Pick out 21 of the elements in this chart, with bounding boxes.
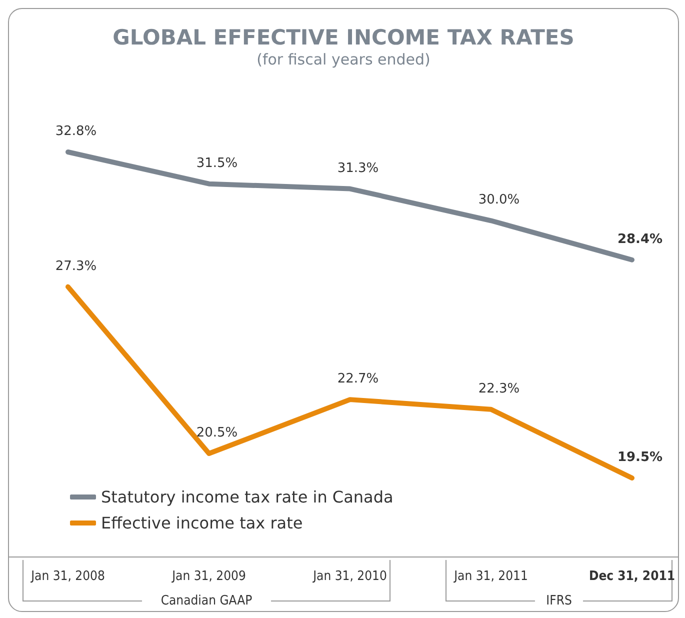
data-label: 31.5% [196, 156, 238, 171]
x-tick-label: Jan 31, 2009 [171, 569, 246, 584]
data-label: 27.3% [55, 258, 97, 274]
text: IFRS [546, 594, 572, 608]
data-label: 19.5% [617, 450, 663, 465]
x-tick-label: Jan 31, 2008 [30, 569, 105, 584]
legend-label: Effective income tax rate [101, 514, 303, 532]
x-tick-label: Jan 31, 2010 [312, 569, 387, 584]
data-label: 30.0% [478, 192, 520, 208]
data-label: 32.8% [55, 124, 97, 139]
x-tick-label: Dec 31, 2011 [589, 569, 675, 584]
data-label: 20.5% [196, 425, 238, 440]
data-label: 22.3% [478, 381, 520, 396]
text: Canadian GAAP [160, 594, 252, 608]
x-tick-label: Jan 31, 2011 [453, 569, 528, 584]
legend-label: Statutory income tax rate in Canada [101, 488, 394, 506]
data-label: 28.4% [617, 232, 663, 247]
chart-title: GLOBAL EFFECTIVE INCOME TAX RATES [112, 26, 574, 50]
chart-subtitle: (for fiscal years ended) [256, 50, 430, 68]
data-label: 31.3% [337, 160, 379, 176]
data-label: 22.7% [337, 372, 379, 387]
